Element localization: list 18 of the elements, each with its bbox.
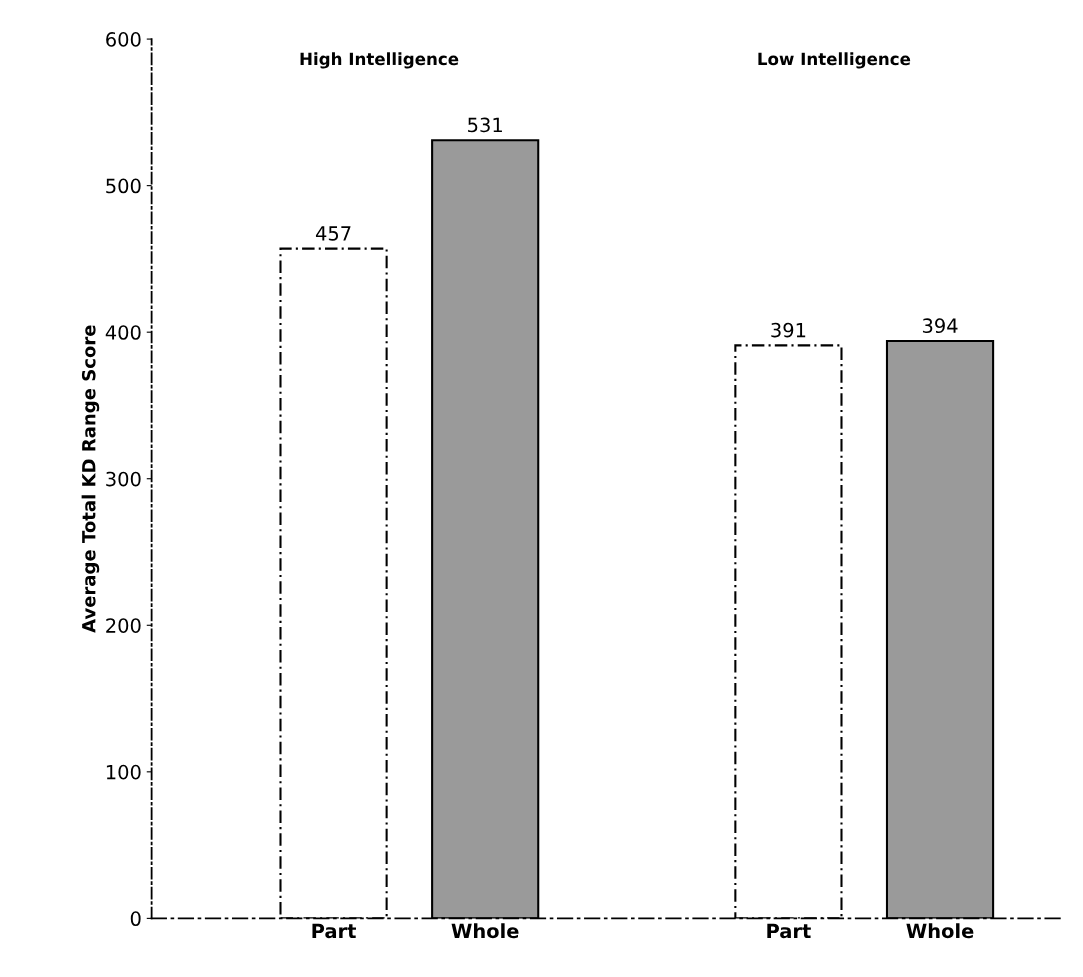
data-label: 531 [468, 117, 502, 133]
x-tick-label: Part [767, 923, 811, 939]
x-tick-label: Part [312, 923, 356, 939]
y-tick-label: 100 [106, 764, 141, 780]
y-tick-label: 600 [106, 32, 141, 47]
y-tick-label: 500 [106, 178, 141, 194]
y-tick-label: 300 [106, 471, 141, 487]
annotation: Low Intelligence [758, 52, 911, 69]
annotation: High Intelligence [300, 52, 459, 69]
data-label: 457 [315, 226, 351, 241]
y-tick-label: 200 [106, 618, 141, 633]
x-tick-label: Whole [906, 923, 974, 939]
data-label: 391 [771, 322, 806, 338]
data-label: 394 [922, 318, 958, 334]
y-axis-title: Average Total KD Range Score [81, 325, 100, 633]
y-tick-label: 0 [130, 911, 141, 927]
x-tick-label: Whole [451, 923, 519, 939]
y-tick-label: 400 [105, 325, 141, 340]
